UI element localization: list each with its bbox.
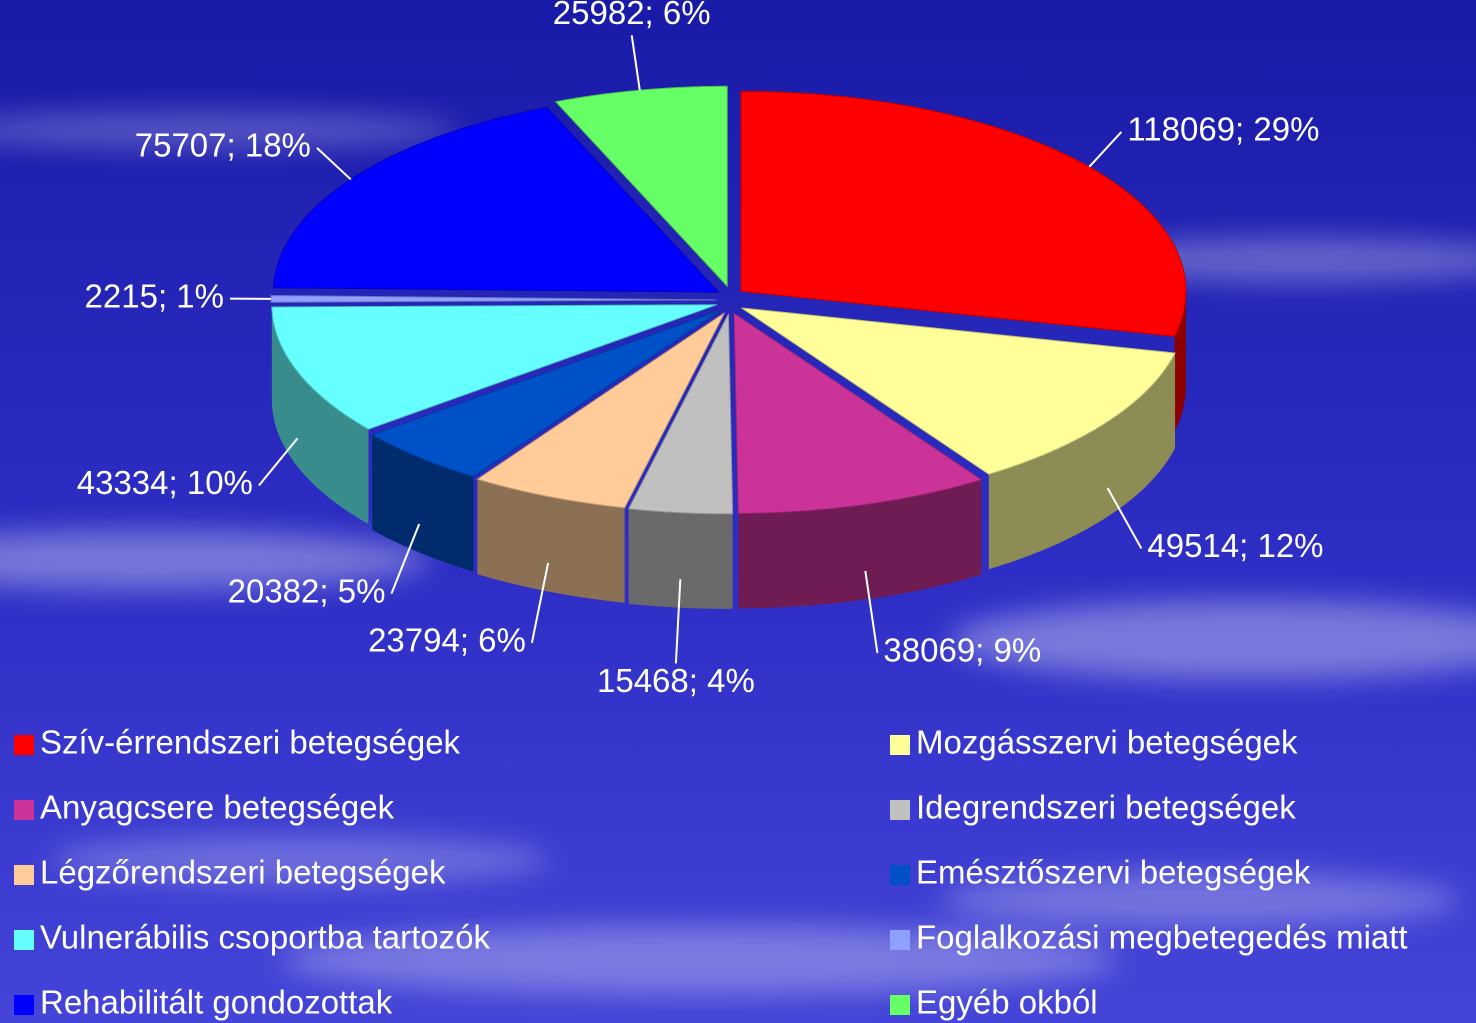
legend-swatch [890,865,910,885]
legend-swatch [890,930,910,950]
legend-swatch [14,995,34,1015]
data-label: 23794; 6% [368,622,526,659]
legend-label: Anyagcsere betegségek [40,789,395,826]
leader-line [390,523,421,595]
slice-side [271,307,369,525]
legend-label: Foglalkozási megbetegedés miatt [916,919,1408,956]
legend-swatch [890,995,910,1015]
slice [627,313,734,515]
data-label: 49514; 12% [1147,527,1323,564]
legend-label: Mozgásszervi betegségek [916,724,1298,761]
slice-side [372,434,474,572]
leader-line [316,147,352,181]
slice-side [738,479,982,609]
legend-swatch [890,800,910,820]
slice [271,304,717,430]
legend-swatch [14,930,34,950]
legend-label: Légzőrendszeri betegségek [40,854,446,891]
data-label: 38069; 9% [883,632,1041,669]
leader-line [258,437,299,487]
leader-line [1088,131,1123,168]
data-label: 15468; 4% [597,662,755,699]
data-label: 25982; 6% [553,0,711,31]
legend-swatch [890,735,910,755]
legend-label: Egyéb okból [916,984,1098,1021]
legend-label: Emésztőszervi betegségek [916,854,1311,891]
leader-line [864,570,879,654]
legend-label: Rehabilitált gondozottak [40,984,393,1021]
leader-line [1106,487,1143,549]
slice-side [1174,291,1186,432]
data-label: 43334; 10% [77,464,253,501]
leader-line [630,35,641,91]
data-label: 2215; 1% [85,277,224,314]
legend-swatch [14,865,34,885]
data-label: 75707; 18% [135,127,311,164]
slice [741,307,1176,475]
slice [371,309,721,478]
leader-line [530,562,550,644]
legend-label: Idegrendszeri betegségek [916,789,1296,826]
data-label: 20382; 5% [228,572,386,609]
leader-line [674,579,682,664]
legend-label: Szív-érrendszeri betegségek [40,724,461,761]
legend-swatch [14,800,34,820]
legend-swatch [14,735,34,755]
slice-side [628,508,733,609]
slice [476,312,725,509]
slice [733,312,983,514]
data-label: 118069; 29% [1127,111,1319,148]
slice-side [477,479,625,603]
legend-label: Vulnerábilis csoportba tartozók [40,919,491,956]
